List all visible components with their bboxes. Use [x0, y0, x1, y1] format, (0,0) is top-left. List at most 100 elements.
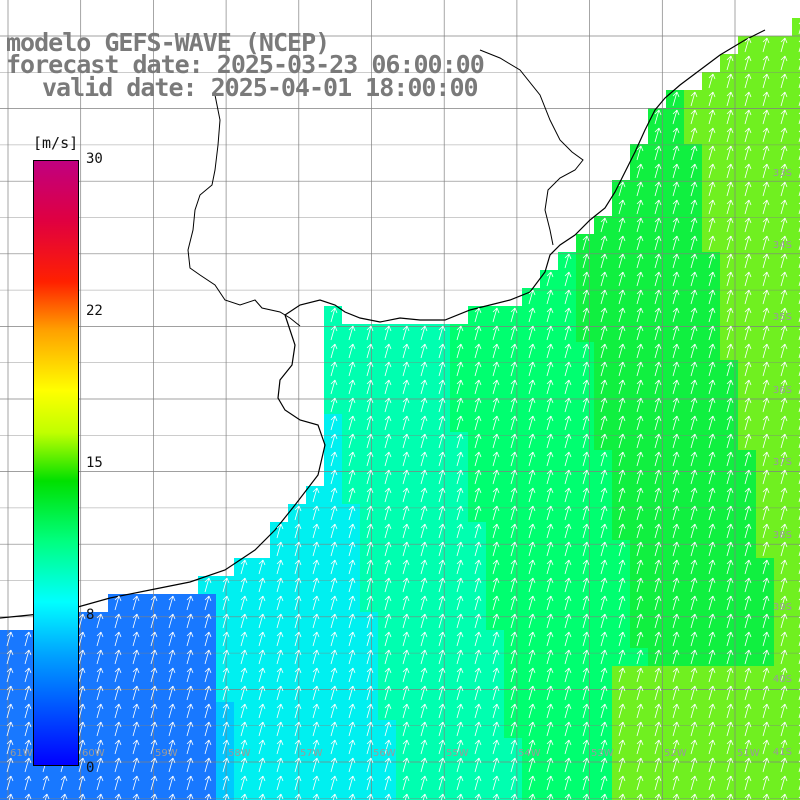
- wind-arrow: [312, 793, 320, 800]
- wind-arrow: [762, 109, 770, 125]
- wind-arrow: [780, 487, 788, 503]
- map-title: modelo GEFS-WAVE (NCEP): [6, 28, 330, 57]
- wind-arrow: [600, 307, 608, 323]
- wind-arrow: [744, 397, 752, 413]
- wind-arrow: [618, 397, 626, 413]
- wind-cell: [792, 36, 800, 54]
- wind-arrow: [492, 433, 500, 449]
- wind-arrow: [492, 469, 500, 485]
- wind-arrow: [726, 235, 734, 251]
- wind-arrow: [762, 37, 770, 53]
- wind-arrow: [690, 181, 698, 197]
- wind-arrow: [312, 595, 320, 611]
- wind-arrow: [366, 577, 374, 593]
- wind-arrow: [762, 685, 770, 701]
- wind-arrow: [762, 163, 770, 179]
- wind-arrow: [348, 595, 356, 611]
- wind-arrow: [294, 721, 302, 737]
- wind-arrow: [42, 793, 50, 800]
- wind-arrow: [420, 649, 428, 665]
- wind-cell: [792, 504, 800, 522]
- wind-arrow: [726, 469, 734, 485]
- wind-arrow: [474, 433, 482, 449]
- wind-arrow: [690, 523, 698, 539]
- lat-label: 38S: [772, 530, 792, 541]
- wind-arrow: [528, 757, 536, 773]
- wind-arrow: [240, 595, 248, 611]
- wind-arrow: [690, 127, 698, 143]
- wind-arrow: [762, 433, 770, 449]
- wind-arrow: [672, 523, 680, 539]
- wind-arrow: [618, 541, 626, 557]
- wind-arrow: [510, 577, 518, 593]
- wind-arrow: [690, 505, 698, 521]
- wind-arrow: [780, 127, 788, 143]
- wind-arrow: [330, 757, 338, 773]
- wind-arrow: [438, 325, 446, 341]
- wind-arrow: [690, 703, 698, 719]
- wind-arrow: [528, 559, 536, 575]
- lon-label: 60W: [82, 748, 105, 759]
- wind-arrow: [780, 559, 788, 575]
- wind-arrow: [78, 685, 86, 701]
- wind-arrow: [762, 415, 770, 431]
- colorbar-tick: 15: [86, 455, 103, 471]
- wind-arrow: [672, 667, 680, 683]
- wind-arrow: [672, 379, 680, 395]
- wind-arrow: [312, 775, 320, 791]
- wind-arrow: [636, 235, 644, 251]
- wind-arrow: [546, 523, 554, 539]
- wind-arrow: [546, 379, 554, 395]
- wind-arrow: [600, 415, 608, 431]
- wind-arrow: [456, 775, 464, 791]
- wind-arrow: [186, 775, 194, 791]
- wind-arrow: [384, 487, 392, 503]
- wind-arrow: [510, 595, 518, 611]
- wind-arrow: [654, 739, 662, 755]
- wind-arrow: [618, 739, 626, 755]
- wind-arrow: [654, 757, 662, 773]
- wind-arrow: [582, 505, 590, 521]
- wind-arrow: [438, 487, 446, 503]
- wind-arrow: [510, 685, 518, 701]
- wind-arrow: [24, 649, 32, 665]
- wind-arrow: [672, 307, 680, 323]
- wind-arrow: [222, 685, 230, 701]
- wind-arrow: [618, 487, 626, 503]
- wind-arrow: [636, 415, 644, 431]
- wind-arrow: [618, 379, 626, 395]
- wind-arrow: [726, 289, 734, 305]
- wind-arrow: [474, 451, 482, 467]
- wind-arrow: [690, 289, 698, 305]
- wind-arrow: [366, 451, 374, 467]
- wind-arrow: [582, 361, 590, 377]
- wind-arrow: [294, 793, 302, 800]
- wind-arrow: [672, 127, 680, 143]
- wind-arrow: [456, 667, 464, 683]
- wind-arrow: [780, 703, 788, 719]
- wind-arrow: [708, 559, 716, 575]
- wind-arrow: [762, 91, 770, 107]
- wind-arrow: [690, 91, 698, 107]
- wind-arrow: [204, 595, 212, 611]
- wind-arrow: [384, 433, 392, 449]
- wind-arrow: [600, 757, 608, 773]
- wind-arrow: [510, 397, 518, 413]
- wind-arrow: [780, 523, 788, 539]
- wind-arrow: [690, 271, 698, 287]
- wind-arrow: [744, 631, 752, 647]
- wind-arrow: [600, 343, 608, 359]
- wind-arrow: [726, 55, 734, 71]
- wind-arrow: [78, 703, 86, 719]
- wind-arrow: [762, 559, 770, 575]
- wind-arrow: [780, 37, 788, 53]
- wind-arrow: [744, 613, 752, 629]
- wind-arrow: [582, 487, 590, 503]
- wind-arrow: [582, 775, 590, 791]
- wind-arrow: [366, 505, 374, 521]
- wind-arrow: [276, 685, 284, 701]
- wind-arrow: [456, 343, 464, 359]
- wind-arrow: [780, 721, 788, 737]
- lon-label: 57W: [300, 748, 323, 759]
- wind-arrow: [744, 775, 752, 791]
